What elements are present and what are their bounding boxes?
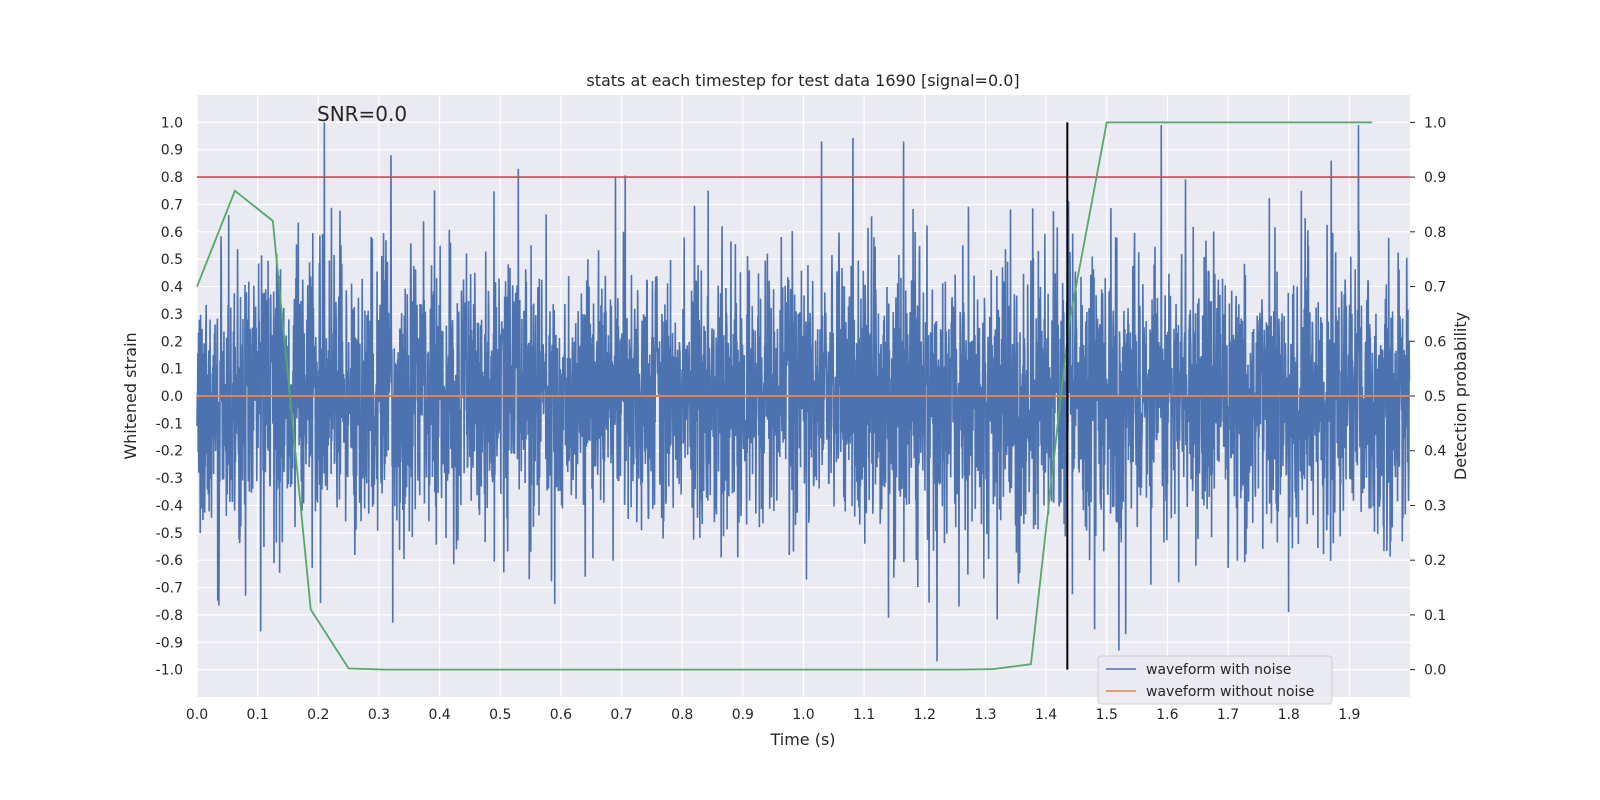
- y2-tick-label: 0.3: [1424, 498, 1446, 514]
- y2-tick-label: 0.6: [1424, 334, 1446, 350]
- y-tick-label: 1.0: [161, 115, 183, 131]
- y-tick-label: -1.0: [156, 663, 183, 679]
- snr-annotation: SNR=0.0: [317, 102, 407, 126]
- y-tick-label: -0.4: [156, 498, 183, 514]
- x-tick-label: 0.9: [732, 707, 754, 723]
- x-tick-label: 1.6: [1156, 707, 1178, 723]
- x-tick-label: 1.5: [1096, 707, 1118, 723]
- y2-tick-label: 0.9: [1424, 170, 1446, 186]
- y2-tick-label: 0.1: [1424, 608, 1446, 624]
- y-tick-label: -0.2: [156, 444, 183, 460]
- y-tick-label: -0.3: [156, 471, 183, 487]
- x-axis-title: Time (s): [769, 730, 835, 749]
- x-tick-label: 1.3: [974, 707, 996, 723]
- y2-tick-label: 0.5: [1424, 389, 1446, 405]
- legend-box: [1097, 655, 1333, 705]
- y2-axis-ticks: 0.0 0.1 0.2 0.3 0.4 0.5 0.6 0.7 0.8 0.9 1.0: [1410, 115, 1446, 679]
- y2-tick-label: 0.8: [1424, 225, 1446, 241]
- y2-axis-title: Detection probability: [1451, 312, 1470, 480]
- y-tick-label: -0.6: [156, 553, 183, 569]
- x-tick-label: 1.4: [1035, 707, 1057, 723]
- y-tick-label: 0.5: [161, 252, 183, 268]
- y2-tick-label: 1.0: [1424, 115, 1446, 131]
- x-tick-label: 0.1: [247, 707, 269, 723]
- x-tick-label: 1.9: [1338, 707, 1360, 723]
- series-waveform-with-noise: [196, 122, 1411, 662]
- x-tick-label: 0.4: [428, 707, 450, 723]
- y-tick-label: 0.6: [161, 225, 183, 241]
- y-tick-label: 0.2: [161, 334, 183, 350]
- y2-tick-label: 0.2: [1424, 553, 1446, 569]
- y-tick-label: -0.9: [156, 635, 183, 651]
- y-tick-label: 0.7: [161, 197, 183, 213]
- x-tick-label: 0.3: [368, 707, 390, 723]
- y-tick-label: -0.1: [156, 416, 183, 432]
- y-tick-label: -0.7: [156, 581, 183, 597]
- x-tick-label: 0.8: [671, 707, 693, 723]
- x-tick-label: 1.2: [914, 707, 936, 723]
- x-tick-label: 0.5: [489, 707, 511, 723]
- y-tick-label: 0.8: [161, 170, 183, 186]
- y-tick-label: -0.5: [156, 526, 183, 542]
- plot-series: [196, 121, 1411, 671]
- x-tick-label: 0.2: [307, 707, 329, 723]
- y2-tick-label: 0.0: [1424, 663, 1446, 679]
- legend: waveform with noise waveform without noi…: [1097, 655, 1333, 705]
- x-tick-label: 1.7: [1217, 707, 1239, 723]
- legend-label-noise: waveform with noise: [1146, 662, 1291, 678]
- legend-label-clean: waveform without noise: [1146, 684, 1314, 700]
- chart-title: stats at each timestep for test data 169…: [586, 71, 1019, 90]
- x-tick-label: 0.6: [550, 707, 572, 723]
- x-tick-label: 0.7: [610, 707, 632, 723]
- y-axis-ticks: -1.0 -0.9 -0.8 -0.7 -0.6 -0.5 -0.4 -0.3 -0.2 -0.1…: [156, 115, 183, 678]
- x-axis-ticks: 0.0 0.1 0.2 0.3 0.4 0.5 0.6 0.7 0.8 0.9 1.0 1.1 1.2 1…: [186, 707, 1361, 723]
- y-axis-title: Whitened strain: [121, 332, 140, 459]
- y-tick-label: 0.3: [161, 307, 183, 323]
- series-detection-probability: [196, 121, 1373, 671]
- x-tick-label: 1.8: [1278, 707, 1300, 723]
- y-tick-label: 0.1: [161, 362, 183, 378]
- y-tick-label: 0.4: [161, 280, 183, 296]
- x-tick-label: 1.0: [792, 707, 814, 723]
- y-tick-label: 0.9: [161, 143, 183, 159]
- x-tick-label: 1.1: [853, 707, 875, 723]
- y-tick-label: -0.8: [156, 608, 183, 624]
- y2-tick-label: 0.7: [1424, 280, 1446, 296]
- y2-tick-label: 0.4: [1424, 444, 1446, 460]
- x-tick-label: 0.0: [186, 707, 208, 723]
- y-tick-label: 0.0: [161, 389, 183, 405]
